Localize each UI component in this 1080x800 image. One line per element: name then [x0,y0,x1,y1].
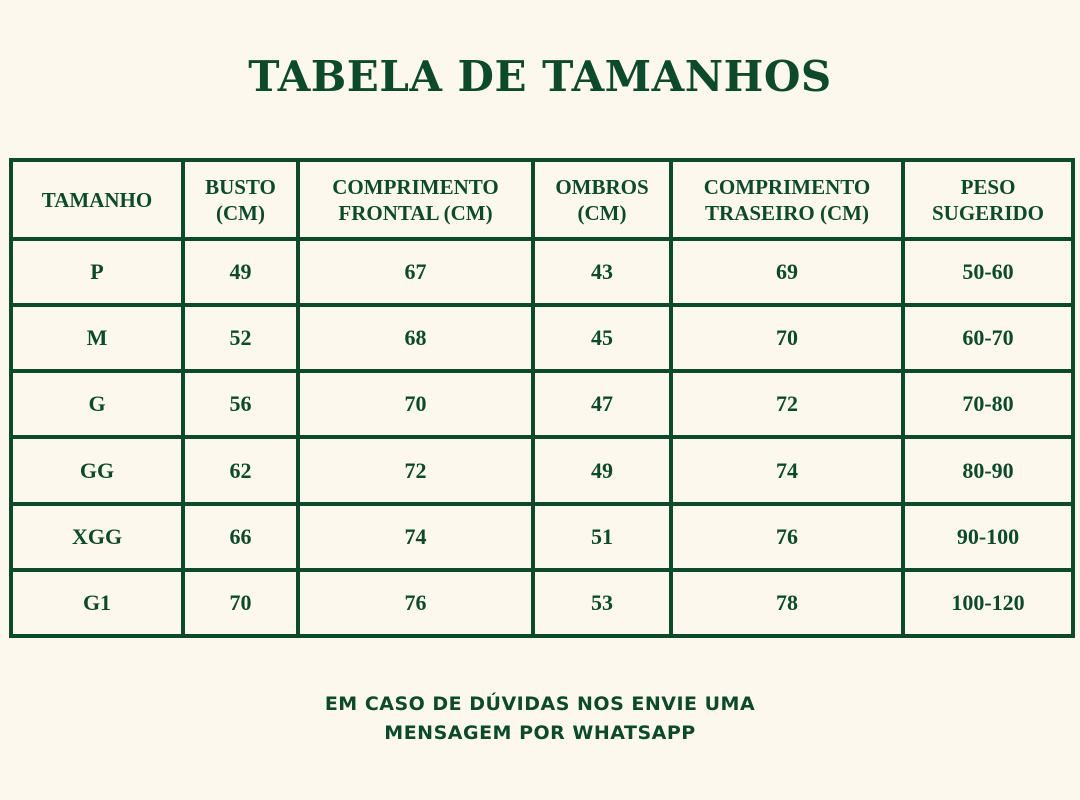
table-cell: 70 [669,303,905,374]
table-cell: 76 [669,501,905,572]
table-cell: 69 [669,236,905,308]
table-cell: 49 [531,435,673,506]
table-cell: G1 [9,567,185,639]
table-cell: 100-120 [901,567,1075,639]
footer-line-1: EM CASO DE DÚVIDAS NOS ENVIE UMA [324,693,756,715]
table-cell: 74 [296,501,535,572]
table-cell: 51 [531,501,673,572]
column-header-line: (CM) [577,200,627,225]
table-cell: G [9,369,185,440]
column-header: COMPRIMENTO FRONTAL (CM) [296,158,535,241]
table-cell: 68 [296,303,535,374]
column-header: BUSTO (CM) [181,158,300,241]
table-cell: 70 [296,369,535,440]
table-row: G1 70 76 53 78 100-120 [9,567,1075,639]
table-cell: 70-80 [901,369,1075,440]
table-cell: 62 [181,435,300,506]
table-cell: 90-100 [901,501,1075,572]
table-cell: M [9,303,185,374]
column-header: COMPRIMENTO TRASEIRO (CM) [669,158,905,241]
table-cell: GG [9,435,185,506]
table-cell: 45 [531,303,673,374]
table-cell: 56 [181,369,300,440]
column-header: OMBROS (CM) [531,158,673,241]
table-cell: 53 [531,567,673,639]
table-cell: 50-60 [901,236,1075,308]
column-header-line: TAMANHO [41,187,153,212]
column-header-line: TRASEIRO (CM) [705,200,869,225]
table-row: M 52 68 45 70 60-70 [9,303,1075,374]
table-row: GG 62 72 49 74 80-90 [9,435,1075,506]
table-row: XGG 66 74 51 76 90-100 [9,501,1075,572]
footer-note: EM CASO DE DÚVIDAS NOS ENVIE UMA MENSAGE… [0,690,1080,748]
table-row: P 49 67 43 69 50-60 [9,236,1075,308]
column-header-line: (CM) [216,200,265,225]
table-cell: 43 [531,236,673,308]
table-cell: 72 [669,369,905,440]
page-title: TABELA DE TAMANHOS [248,52,832,101]
table-cell: 80-90 [901,435,1075,506]
table-cell: 76 [296,567,535,639]
table-cell: 66 [181,501,300,572]
column-header-line: COMPRIMENTO [332,174,499,199]
table-cell: 52 [181,303,300,374]
column-header-line: BUSTO [205,174,276,199]
column-header-line: FRONTAL (CM) [338,200,493,225]
table-cell: 60-70 [901,303,1075,374]
header-row: TAMANHO BUSTO (CM) COMPRIMENTO FRONTAL (CM) O… [9,158,1075,241]
table-cell: 70 [181,567,300,639]
table-cell: XGG [9,501,185,572]
table-cell: 74 [669,435,905,506]
column-header: PESO SUGERIDO [901,158,1075,241]
table-cell: 47 [531,369,673,440]
column-header-line: SUGERIDO [931,200,1045,225]
table-cell: 72 [296,435,535,506]
column-header: TAMANHO [9,158,185,241]
size-table: TAMANHO BUSTO (CM) COMPRIMENTO FRONTAL (CM) O… [9,158,1075,639]
table-cell: 67 [296,236,535,308]
column-header-line: COMPRIMENTO [703,174,871,199]
column-header-line: PESO [960,174,1016,199]
table-cell: 78 [669,567,905,639]
table-row: G 56 70 47 72 70-80 [9,369,1075,440]
table-cell: P [9,236,185,308]
table-cell: 49 [181,236,300,308]
column-header-line: OMBROS [555,174,649,199]
footer-line-2: MENSAGEM POR WHATSAPP [384,722,696,744]
